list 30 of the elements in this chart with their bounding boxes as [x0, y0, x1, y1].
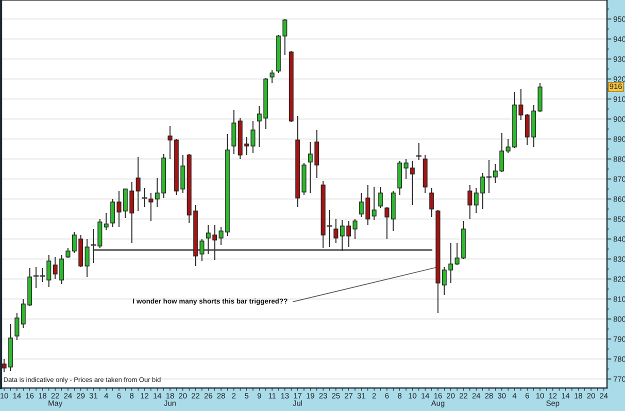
- candlestick: [308, 141, 313, 194]
- candlestick: [429, 187, 434, 218]
- candlestick: [257, 105, 262, 148]
- candlestick: [270, 69, 274, 84]
- candlestick: [148, 192, 154, 222]
- candlestick: [232, 109, 236, 155]
- candlestick: [334, 218, 338, 244]
- candlestick: [486, 159, 492, 194]
- candlestick: [499, 132, 504, 173]
- candlestick: [180, 154, 186, 194]
- candlestick: [90, 228, 96, 264]
- candlestick: [142, 187, 148, 208]
- candlestick: [359, 192, 364, 218]
- candlestick: [314, 129, 320, 179]
- candlestick: [326, 209, 332, 248]
- candlestick: [154, 177, 160, 208]
- candlestick: [59, 254, 64, 285]
- candlestick: [474, 187, 479, 214]
- candlestick: [524, 113, 530, 146]
- candlestick: [378, 186, 383, 209]
- candlestick: [416, 142, 422, 161]
- candlestick: [372, 186, 376, 221]
- candlestick: [365, 184, 370, 226]
- candlestick: [129, 181, 134, 244]
- candlestick: [84, 238, 90, 278]
- candlestick: [468, 184, 472, 220]
- candlestick: [104, 212, 109, 231]
- candlestick: [52, 256, 58, 280]
- candlestick: [136, 156, 140, 212]
- candlestick: [448, 242, 454, 284]
